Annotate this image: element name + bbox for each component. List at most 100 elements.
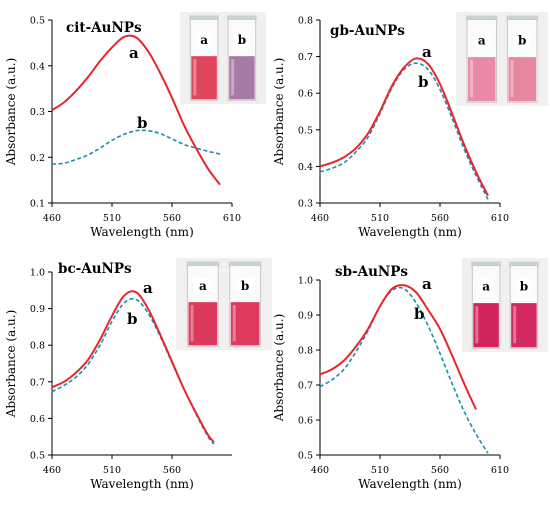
y-tick-label: 0.8 xyxy=(30,341,45,352)
x-tick-label: 610 xyxy=(491,465,509,476)
y-tick-label: 0.3 xyxy=(298,199,313,210)
cuvette-label-box xyxy=(235,278,255,294)
series-line-a xyxy=(51,34,221,186)
cuvette-liquid xyxy=(508,57,536,102)
x-axis-label: Wavelength (nm) xyxy=(358,477,462,491)
y-tick-label: 0.6 xyxy=(298,89,313,100)
series-label-a: a xyxy=(422,275,432,293)
cuvette-liquid xyxy=(191,56,217,100)
y-tick-label: 0.5 xyxy=(298,451,313,462)
x-tick-label: 510 xyxy=(371,465,389,476)
cuvette-label-box xyxy=(477,278,495,294)
series-label-a: a xyxy=(129,44,139,62)
series-line-b xyxy=(319,62,489,200)
cuvette-label: b xyxy=(238,33,246,47)
y-tick-label: 0.5 xyxy=(30,451,45,462)
series-label-b: b xyxy=(414,305,425,323)
x-tick-label: 510 xyxy=(103,213,121,224)
x-tick-label: 460 xyxy=(311,213,329,224)
x-axis-label: Wavelength (nm) xyxy=(90,477,194,491)
cuvette-cap xyxy=(466,15,498,22)
series-label-b: b xyxy=(418,73,429,91)
y-axis-label: Absorbance (a.u.) xyxy=(4,310,18,419)
series-label-b: b xyxy=(127,310,138,328)
y-axis-label: Absorbance (a.u.) xyxy=(4,58,18,167)
y-tick-label: 0.5 xyxy=(30,16,45,27)
cuvette-label: b xyxy=(241,279,249,293)
y-tick-label: 0.3 xyxy=(30,107,45,118)
x-tick-label: 610 xyxy=(223,213,241,224)
x-tick-label: 460 xyxy=(43,465,61,476)
cuvette-label: b xyxy=(518,34,526,48)
x-tick-label: 460 xyxy=(43,213,61,224)
y-tick-label: 0.7 xyxy=(298,381,313,392)
series-label-a: a xyxy=(422,43,432,61)
y-tick-label: 0.1 xyxy=(30,199,45,210)
y-tick-label: 0.4 xyxy=(30,61,45,72)
chart-panel-sb-AuNPs: 0.5 0.6 0.7 0.8 0.9 1.0 460 510 560 610 Wavelength… xyxy=(272,258,548,491)
series-line-b xyxy=(51,298,215,445)
y-tick-label: 0.9 xyxy=(298,311,313,322)
cuvette-liquid xyxy=(229,56,255,100)
cuvette-label-box xyxy=(233,32,251,48)
x-tick-label: 510 xyxy=(103,465,121,476)
cuvette-label: a xyxy=(200,33,208,47)
series-line-a xyxy=(51,290,215,443)
cuvette-cap xyxy=(186,261,220,268)
y-tick-label: 0.2 xyxy=(30,153,45,164)
cuvette-highlight xyxy=(190,305,194,342)
cuvette-liquid xyxy=(473,303,499,348)
cuvette-highlight xyxy=(513,306,517,344)
x-tick-label: 510 xyxy=(371,213,389,224)
cuvette-cap xyxy=(227,15,257,22)
cuvette-label-box xyxy=(195,32,213,48)
y-tick-label: 0.6 xyxy=(298,416,313,427)
x-axis-label: Wavelength (nm) xyxy=(90,225,194,239)
x-tick-label: 560 xyxy=(163,213,181,224)
y-tick-label: 0.6 xyxy=(30,414,45,425)
x-tick-label: 610 xyxy=(491,213,509,224)
y-tick-label: 0.4 xyxy=(298,162,313,173)
panel-title: gb-AuNPs xyxy=(330,23,405,39)
series-line-b xyxy=(51,129,221,165)
panel-title: sb-AuNPs xyxy=(335,264,408,280)
cuvette-cap xyxy=(509,261,539,268)
cuvette-label: a xyxy=(199,279,207,293)
y-tick-label: 0.7 xyxy=(30,377,45,388)
cuvette-liquid xyxy=(511,303,537,348)
cuvette-liquid xyxy=(188,302,218,346)
x-tick-label: 560 xyxy=(163,465,181,476)
series-line-b xyxy=(319,286,489,454)
cuvette-highlight xyxy=(193,59,197,96)
cuvette-label-box xyxy=(472,32,491,48)
y-axis-label: Absorbance (a.u.) xyxy=(272,314,286,423)
cuvette-highlight xyxy=(232,305,236,342)
x-tick-label: 560 xyxy=(431,213,449,224)
cuvette-highlight xyxy=(510,60,514,98)
cuvette-cap xyxy=(228,261,262,268)
cuvette-liquid xyxy=(230,302,260,346)
y-tick-label: 0.7 xyxy=(298,52,313,63)
series-label-b: b xyxy=(137,114,148,132)
cuvette-label-box xyxy=(193,278,213,294)
cuvette-label: b xyxy=(520,280,528,294)
series-line-a xyxy=(319,284,477,410)
cuvette-label-box xyxy=(515,278,533,294)
cuvette-cap xyxy=(506,15,538,22)
cuvette-cap xyxy=(471,261,501,268)
y-axis-label: Absorbance (a.u.) xyxy=(272,58,286,167)
x-axis-label: Wavelength (nm) xyxy=(358,225,462,239)
cuvette-label: a xyxy=(478,34,486,48)
y-tick-label: 0.8 xyxy=(298,346,313,357)
y-tick-label: 1.0 xyxy=(30,268,45,279)
cuvette-liquid xyxy=(468,57,496,102)
cuvette-highlight xyxy=(470,60,474,98)
x-tick-label: 460 xyxy=(311,465,329,476)
x-tick-label: 560 xyxy=(431,465,449,476)
series-label-a: a xyxy=(143,279,153,297)
